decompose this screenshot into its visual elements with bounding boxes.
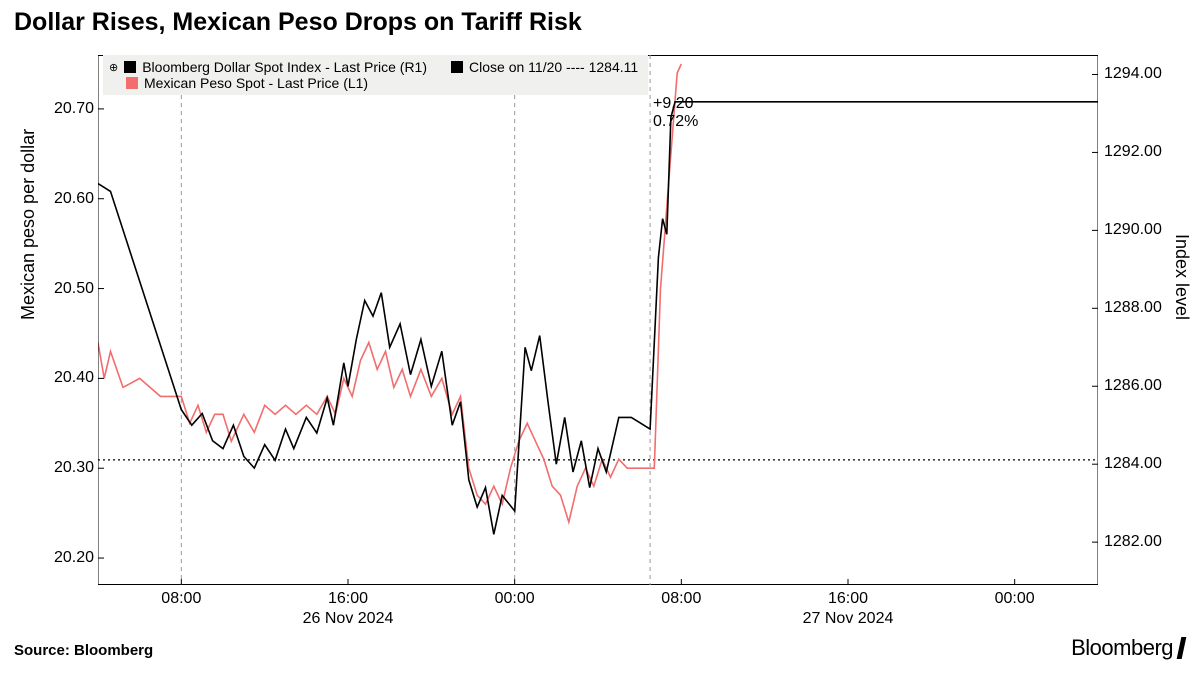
ytick-right: 1288.00 [1104,299,1162,317]
legend-swatch-black2 [451,61,463,73]
legend-row-dollar: ⊕ Bloomberg Dollar Spot Index - Last Pri… [109,59,638,75]
ytick-left: 20.40 [54,369,94,387]
source-attribution: Source: Bloomberg [14,642,153,659]
ytick-right: 1286.00 [1104,377,1162,395]
chart-title: Dollar Rises, Mexican Peso Drops on Tari… [14,8,582,37]
ytick-left: 20.30 [54,459,94,477]
legend-track-icon: ⊕ [109,61,118,74]
xtick: 16:00 [828,590,868,608]
legend-label-dollar: Bloomberg Dollar Spot Index - Last Price… [142,59,427,75]
xtick: 00:00 [995,590,1035,608]
xtick: 00:00 [495,590,535,608]
brand-text: Bloomberg [1071,635,1173,661]
ytick-right: 1290.00 [1104,221,1162,239]
x-date-label: 26 Nov 2024 [303,610,394,628]
ytick-right: 1284.00 [1104,455,1162,473]
xtick: 08:00 [661,590,701,608]
ytick-left: 20.50 [54,280,94,298]
ytick-left: 20.70 [54,100,94,118]
bloomberg-brand: Bloomberg [1071,635,1184,661]
annotation-delta: +9.20 [653,95,693,113]
brand-tick-icon [1177,637,1187,659]
xtick: 08:00 [161,590,201,608]
legend-row-peso: Mexican Peso Spot - Last Price (L1) [109,75,638,91]
ytick-left: 20.20 [54,549,94,567]
ytick-right: 1294.00 [1104,65,1162,83]
ytick-right: 1292.00 [1104,143,1162,161]
chart-svg [98,55,1098,585]
annotation-pct: 0.72% [653,113,698,131]
x-date-label: 27 Nov 2024 [803,610,894,628]
ytick-right: 1282.00 [1104,533,1162,551]
legend-label-peso: Mexican Peso Spot - Last Price (L1) [144,75,368,91]
legend-swatch-black [124,61,136,73]
legend-label-close: Close on 11/20 ---- 1284.11 [469,59,638,75]
chart-legend: ⊕ Bloomberg Dollar Spot Index - Last Pri… [103,55,648,95]
legend-swatch-red [126,77,138,89]
ytick-left: 20.60 [54,190,94,208]
chart-plot-area: ⊕ Bloomberg Dollar Spot Index - Last Pri… [98,55,1098,585]
y-axis-right-label: Index level [1171,234,1192,320]
y-axis-left-label: Mexican peso per dollar [18,129,39,320]
xtick: 16:00 [328,590,368,608]
